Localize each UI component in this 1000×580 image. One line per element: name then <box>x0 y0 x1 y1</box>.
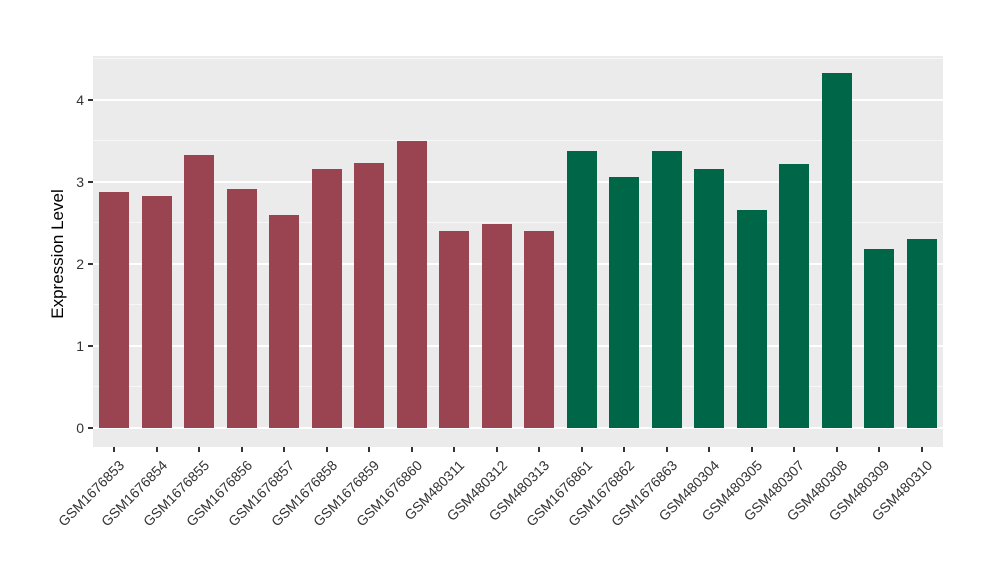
y-gridline-minor <box>93 140 943 142</box>
y-gridline-major <box>93 98 943 101</box>
x-tick-mark <box>495 447 498 452</box>
y-axis-title: Expression Level <box>48 189 67 319</box>
bar-GSM480311 <box>439 230 470 428</box>
y-gridline-minor <box>93 304 943 306</box>
bar-GSM480312 <box>481 223 512 428</box>
bar-GSM480309 <box>864 249 895 428</box>
y-gridline-major <box>93 344 943 347</box>
x-tick-mark <box>750 447 753 452</box>
y-tick-mark <box>88 427 93 429</box>
y-tick-mark <box>88 98 93 101</box>
bar-GSM1676859 <box>354 162 385 428</box>
y-tick-mark <box>88 344 93 347</box>
bar-GSM480304 <box>694 169 725 428</box>
x-tick-mark <box>878 447 881 452</box>
bar-GSM480313 <box>524 230 555 428</box>
x-tick-mark <box>793 447 796 452</box>
y-gridline-minor <box>93 222 943 224</box>
y-gridline-minor <box>93 386 943 388</box>
bar-GSM1676860 <box>396 140 427 428</box>
y-tick-label: 3 <box>76 173 84 190</box>
x-tick-mark <box>665 447 668 452</box>
x-tick-mark <box>155 447 158 452</box>
x-tick-mark <box>580 447 583 452</box>
y-tick-mark <box>88 262 93 265</box>
y-tick-label: 2 <box>76 255 84 272</box>
y-tick-mark <box>88 180 93 183</box>
bar-GSM480307 <box>779 164 810 428</box>
plot-panel <box>93 56 943 447</box>
bar-GSM1676856 <box>226 189 257 428</box>
bar-GSM1676853 <box>99 192 130 428</box>
x-tick-mark <box>113 447 116 452</box>
bar-GSM1676857 <box>269 214 300 428</box>
y-gridline-major <box>93 427 943 429</box>
bar-GSM1676862 <box>609 176 640 428</box>
y-tick-label: 1 <box>76 337 84 354</box>
x-tick-mark <box>920 447 923 452</box>
x-tick-mark <box>283 447 286 452</box>
bar-GSM480305 <box>736 209 767 428</box>
bar-GSM1676863 <box>651 150 682 428</box>
x-tick-mark <box>453 447 456 452</box>
y-gridline-major <box>93 180 943 183</box>
y-gridline-minor <box>93 58 943 60</box>
x-tick-mark <box>325 447 328 452</box>
bar-GSM1676861 <box>566 151 597 428</box>
bar-GSM1676858 <box>311 168 342 428</box>
y-tick-label: 4 <box>76 91 84 108</box>
bar-GSM1676854 <box>141 196 172 428</box>
x-tick-mark <box>410 447 413 452</box>
x-tick-mark <box>623 447 626 452</box>
x-tick-mark <box>538 447 541 452</box>
bar-GSM1676855 <box>184 154 215 428</box>
x-tick-mark <box>708 447 711 452</box>
bar-GSM480310 <box>906 239 937 428</box>
x-tick-mark <box>835 447 838 452</box>
x-tick-mark <box>368 447 371 452</box>
bar-GSM480308 <box>821 73 852 428</box>
x-tick-mark <box>240 447 243 452</box>
y-gridline-major <box>93 262 943 265</box>
x-tick-mark <box>198 447 201 452</box>
y-tick-label: 0 <box>76 420 84 436</box>
